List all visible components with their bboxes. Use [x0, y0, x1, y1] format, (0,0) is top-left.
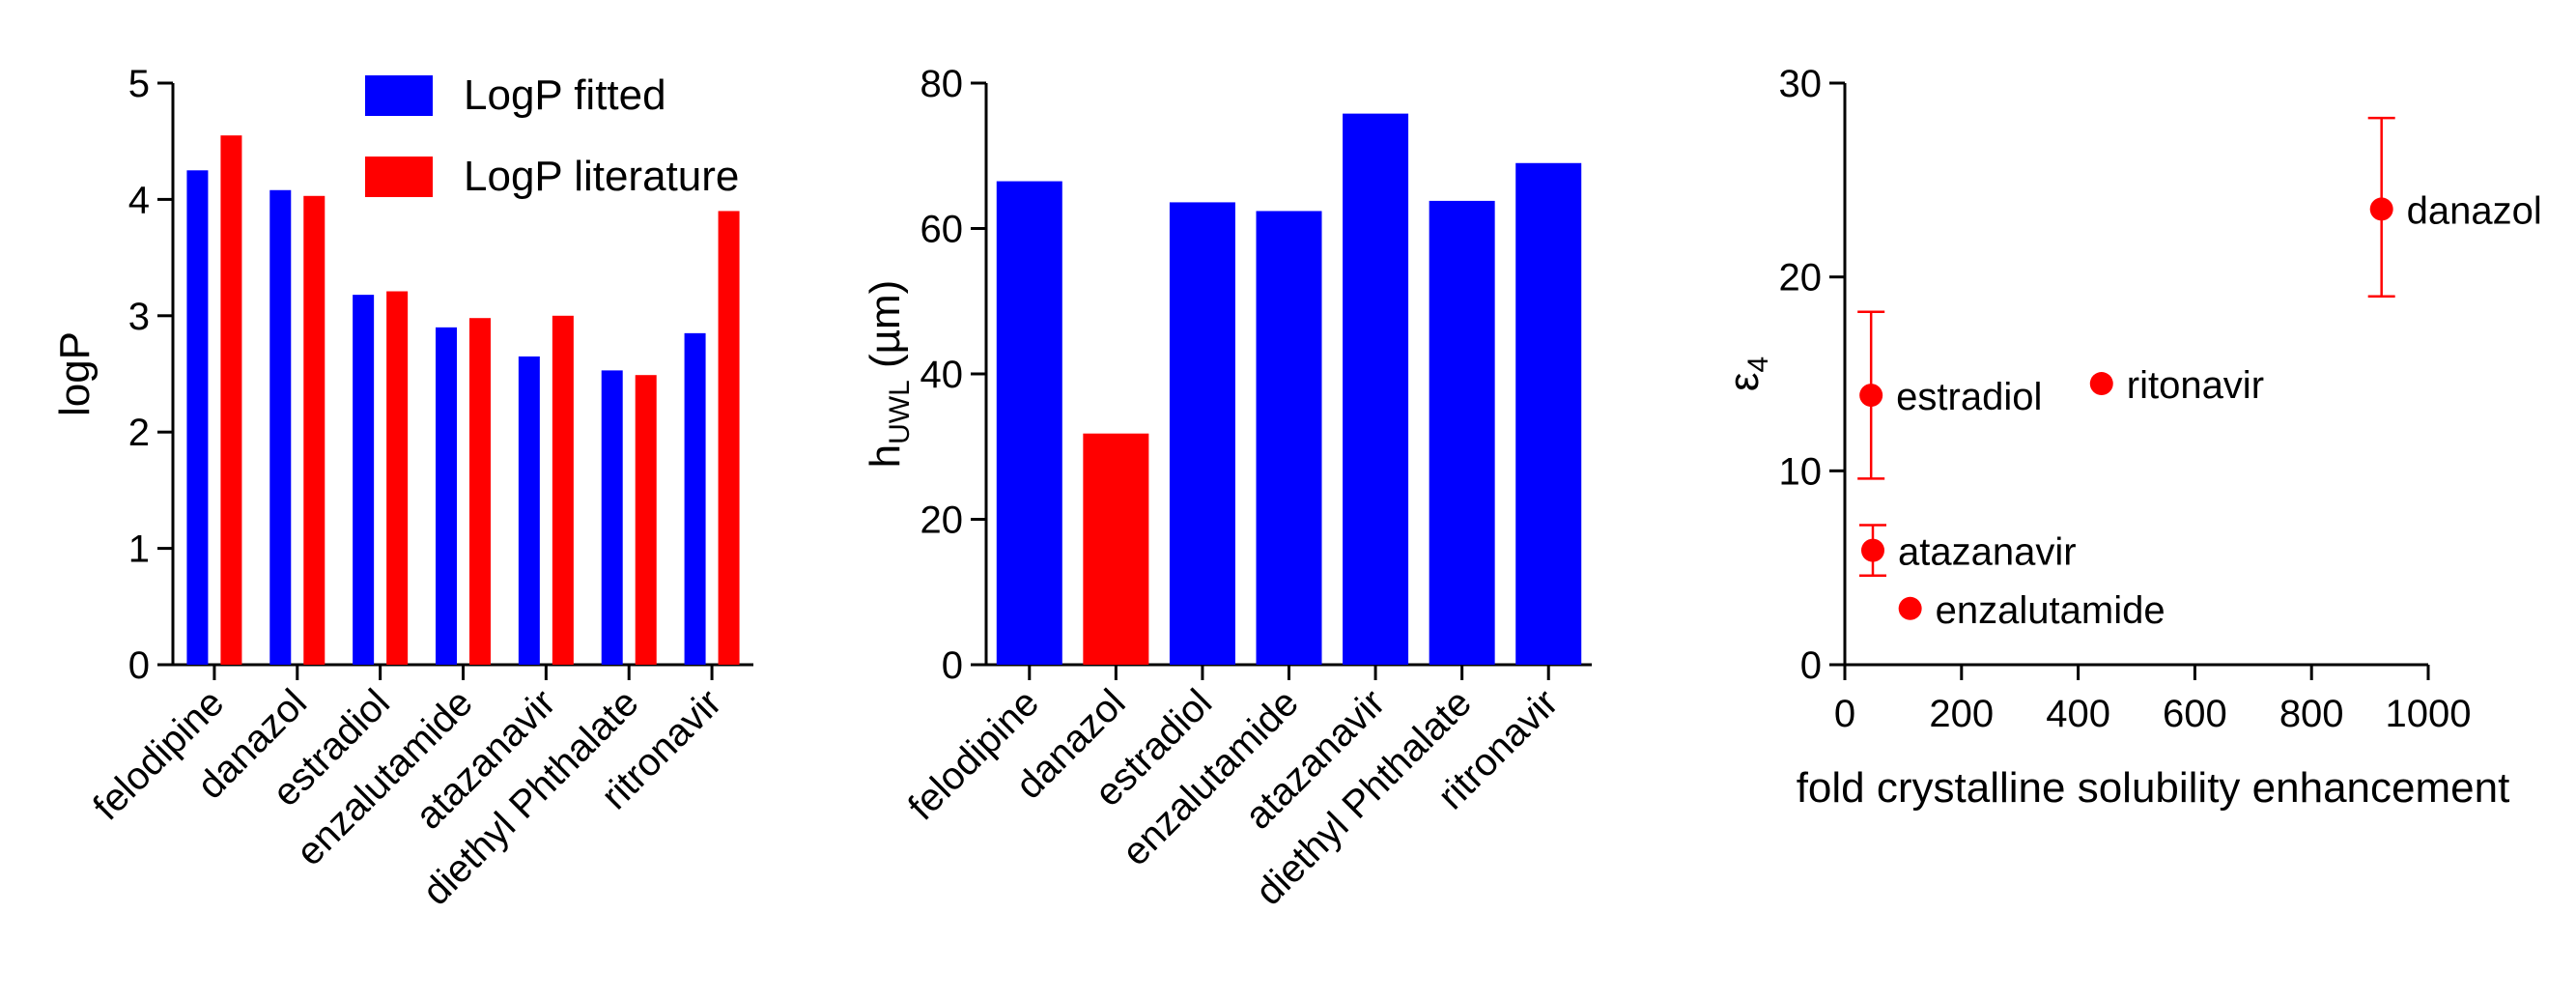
epsilon-scatter-chart: 0 10 20 30 0 200 400 600 800 1000 fold crystalline…: [1720, 63, 2542, 812]
legend-swatch: [365, 157, 433, 197]
y-tick-label: 30: [1779, 63, 1823, 105]
bar: [518, 356, 540, 665]
bar: [996, 181, 1062, 665]
bar: [1256, 211, 1322, 665]
legend-swatch: [365, 75, 433, 116]
bar: [635, 375, 657, 665]
data-point: [2369, 197, 2393, 221]
bar: [220, 135, 242, 665]
bar: [269, 189, 292, 665]
y-tick-label: 2: [128, 412, 150, 454]
bar: [303, 195, 326, 665]
bar: [684, 332, 706, 665]
y-axis-label-sub: UWL: [884, 380, 916, 444]
y-tick-label: 5: [128, 63, 150, 105]
y-tick-label: 0: [128, 644, 150, 687]
bar: [1429, 200, 1495, 665]
data-point: [2089, 372, 2113, 396]
point-label: ritonavir: [2127, 364, 2264, 407]
x-tick-label: 400: [2046, 693, 2110, 735]
y-tick-label: 3: [128, 296, 150, 338]
bar: [601, 370, 623, 665]
y-tick-label: 60: [920, 209, 964, 251]
bar: [1515, 162, 1582, 665]
bar: [552, 315, 574, 665]
x-axis-label: fold crystalline solubility enhancement: [1797, 764, 2510, 812]
y-axis-label-main: h: [862, 444, 909, 468]
bar: [1169, 202, 1235, 665]
bar: [436, 327, 457, 665]
y-tick-label: 20: [920, 500, 964, 542]
y-tick-label: 0: [942, 644, 963, 687]
data-point: [1898, 596, 1922, 620]
x-tick-label: 1000: [2386, 693, 2472, 735]
y-tick-label: 0: [1800, 644, 1822, 687]
bar: [469, 318, 491, 665]
x-tick-label: 800: [2279, 693, 2344, 735]
y-axis-label-sub: 4: [1742, 357, 1774, 373]
data-point: [1859, 384, 1883, 408]
y-tick-label: 10: [1779, 450, 1823, 493]
logp-bar-chart: 012345logPfelodipinedanazolestradiolenza…: [51, 63, 753, 914]
bar: [718, 211, 740, 665]
point-label: estradiol: [1896, 376, 2042, 418]
y-tick-label: 4: [128, 179, 150, 221]
y-axis-label: ε4: [1720, 357, 1774, 391]
bar: [1343, 113, 1409, 666]
y-axis-label-main: ε: [1720, 373, 1768, 392]
legend-label: LogP fitted: [464, 71, 666, 119]
category-label: felodipine: [900, 681, 1047, 828]
category-label: felodipine: [85, 681, 232, 828]
y-tick-label: 20: [1779, 257, 1823, 300]
y-axis-label-unit: (µm): [862, 280, 909, 381]
x-tick-label: 200: [1929, 693, 1994, 735]
point-label: atazanavir: [1898, 531, 2077, 574]
y-axis-label: hUWL (µm): [862, 280, 916, 469]
point-label: danazol: [2407, 189, 2542, 232]
y-axis-label: logP: [51, 331, 99, 416]
bar: [386, 291, 409, 665]
legend-label: LogP literature: [464, 153, 739, 200]
y-tick-label: 80: [920, 63, 964, 105]
data-point: [1860, 538, 1884, 562]
bar: [186, 170, 209, 666]
bar: [1083, 433, 1149, 665]
point-label: enzalutamide: [1936, 589, 2166, 632]
y-tick-label: 1: [128, 528, 150, 571]
y-tick-label: 40: [920, 354, 964, 396]
x-tick-label: 0: [1834, 693, 1855, 735]
x-tick-label: 600: [2163, 693, 2227, 735]
bar: [353, 295, 375, 665]
